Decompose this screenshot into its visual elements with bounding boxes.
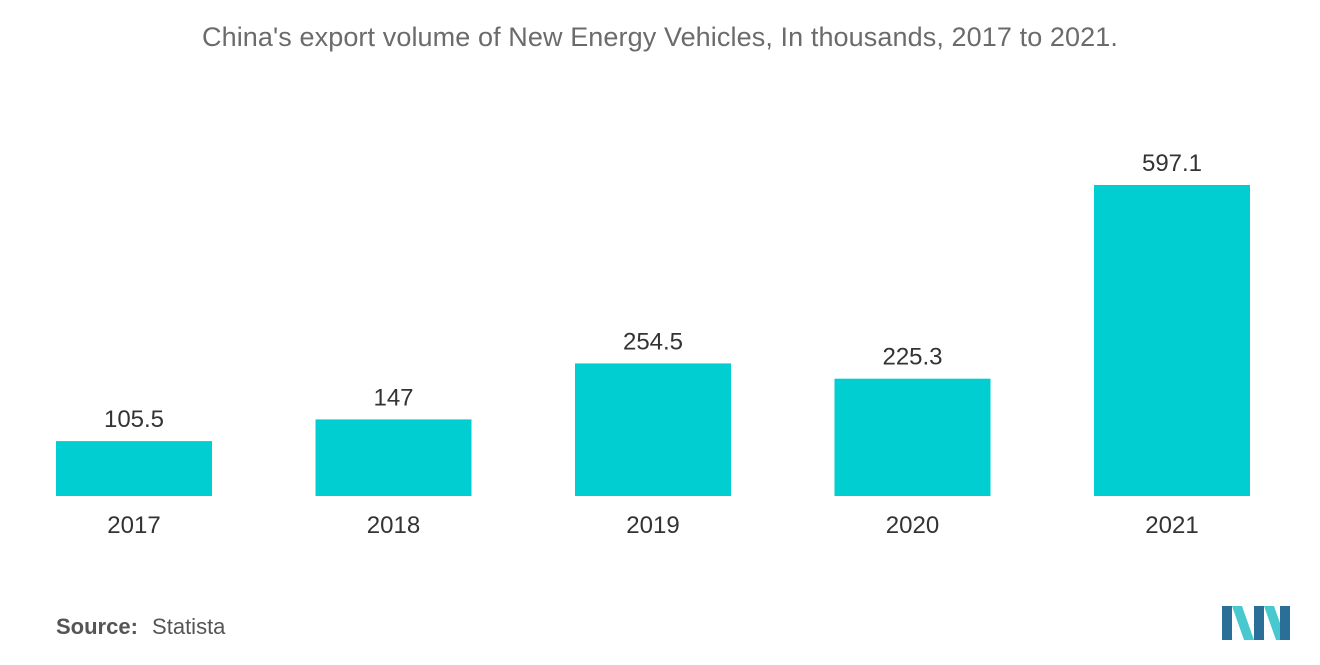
value-label-2017: 105.5 — [104, 406, 164, 433]
x-tick-label-2019: 2019 — [626, 512, 679, 539]
bars-group — [56, 185, 1250, 496]
x-axis-labels-group: 2017 2018 2019 2020 2021 — [107, 512, 1198, 539]
source-note: Source: Statista — [56, 614, 225, 640]
value-labels-group: 105.5 147 254.5 225.3 597.1 — [104, 150, 1202, 433]
source-value: Statista — [152, 614, 226, 639]
bar-2017 — [56, 441, 212, 496]
bar-2019 — [575, 363, 731, 496]
x-tick-label-2020: 2020 — [886, 512, 939, 539]
logo-right-stroke — [1280, 606, 1290, 640]
mordor-intelligence-logo-icon — [1222, 606, 1290, 640]
bar-2021 — [1094, 185, 1250, 496]
value-label-2018: 147 — [373, 384, 413, 411]
x-tick-label-2021: 2021 — [1145, 512, 1198, 539]
logo-left-diagonal — [1232, 606, 1254, 640]
value-label-2021: 597.1 — [1142, 150, 1202, 177]
x-tick-label-2017: 2017 — [107, 512, 160, 539]
source-label: Source: — [56, 614, 138, 639]
bar-2018 — [315, 419, 472, 496]
value-label-2019: 254.5 — [623, 328, 683, 355]
chart-title: China's export volume of New Energy Vehi… — [201, 22, 1118, 52]
bar-2020 — [834, 378, 991, 496]
x-tick-label-2018: 2018 — [367, 512, 420, 539]
value-label-2020: 225.3 — [882, 344, 942, 371]
logo-left-stroke — [1222, 606, 1232, 640]
logo-mid-stroke — [1254, 606, 1264, 640]
